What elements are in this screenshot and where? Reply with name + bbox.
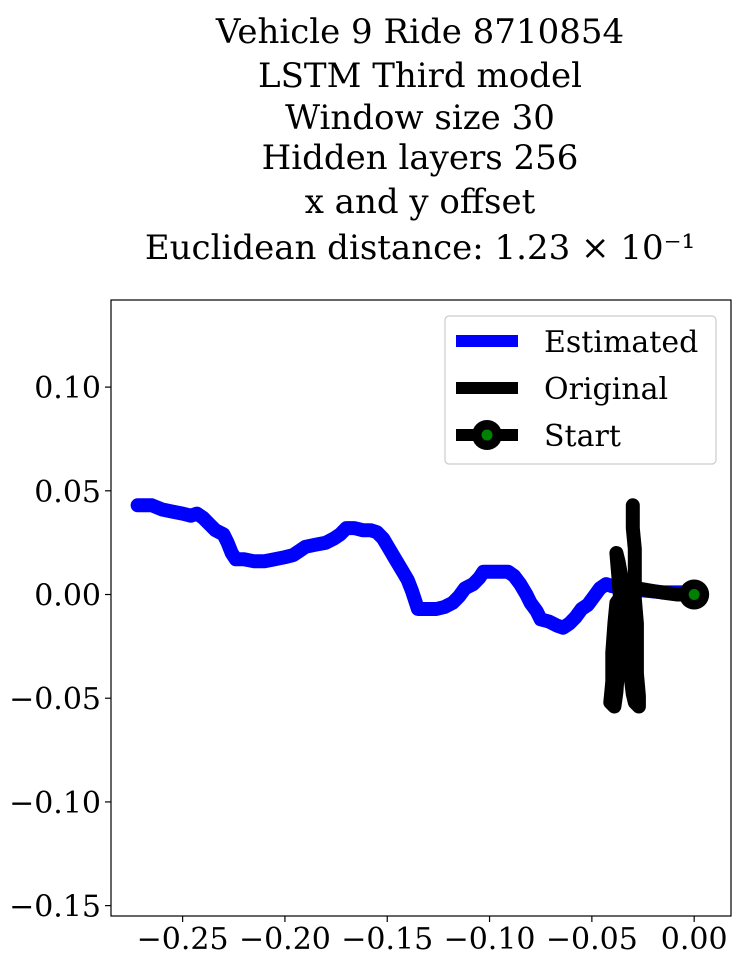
y-tick-label: 0.10	[34, 371, 101, 406]
y-tick-label: −0.10	[9, 786, 101, 821]
plot-series	[130, 498, 710, 714]
x-axis: −0.25 −0.20 −0.15 −0.10 −0.05 0.00	[137, 916, 728, 957]
y-tick-label: −0.15	[9, 890, 101, 925]
title-line-2: LSTM Third model	[258, 56, 582, 96]
y-tick-label: −0.05	[9, 682, 101, 717]
legend-start-marker	[481, 429, 493, 441]
x-tick-label: −0.05	[546, 922, 638, 957]
x-tick-label: 0.00	[661, 922, 728, 957]
x-tick-label: −0.15	[341, 922, 433, 957]
title-line-6: Euclidean distance: 1.23 × 10⁻¹	[145, 228, 695, 268]
title-line-5: x and y offset	[305, 182, 536, 222]
plot-frame	[110, 299, 732, 917]
legend-label-estimated: Estimated	[544, 325, 698, 360]
title-line-3: Window size 30	[285, 98, 555, 138]
x-tick-label: −0.10	[444, 922, 536, 957]
x-tick-label: −0.25	[137, 922, 229, 957]
legend-label-original: Original	[544, 372, 668, 407]
y-tick-label: 0.05	[34, 475, 101, 510]
start-marker	[688, 589, 700, 601]
title-line-4: Hidden layers 256	[262, 138, 579, 178]
legend-box	[444, 315, 717, 465]
title-line-1: Vehicle 9 Ride 8710854	[215, 12, 624, 52]
legend-label-start: Start	[544, 419, 621, 454]
y-tick-label: 0.00	[34, 579, 101, 614]
series-original	[603, 498, 702, 714]
series-estimated	[130, 498, 702, 635]
x-tick-label: −0.20	[239, 922, 331, 957]
y-axis: 0.10 0.05 0.00 −0.05 −0.10 −0.15	[9, 371, 111, 925]
legend: Estimated Original Start	[444, 315, 717, 465]
